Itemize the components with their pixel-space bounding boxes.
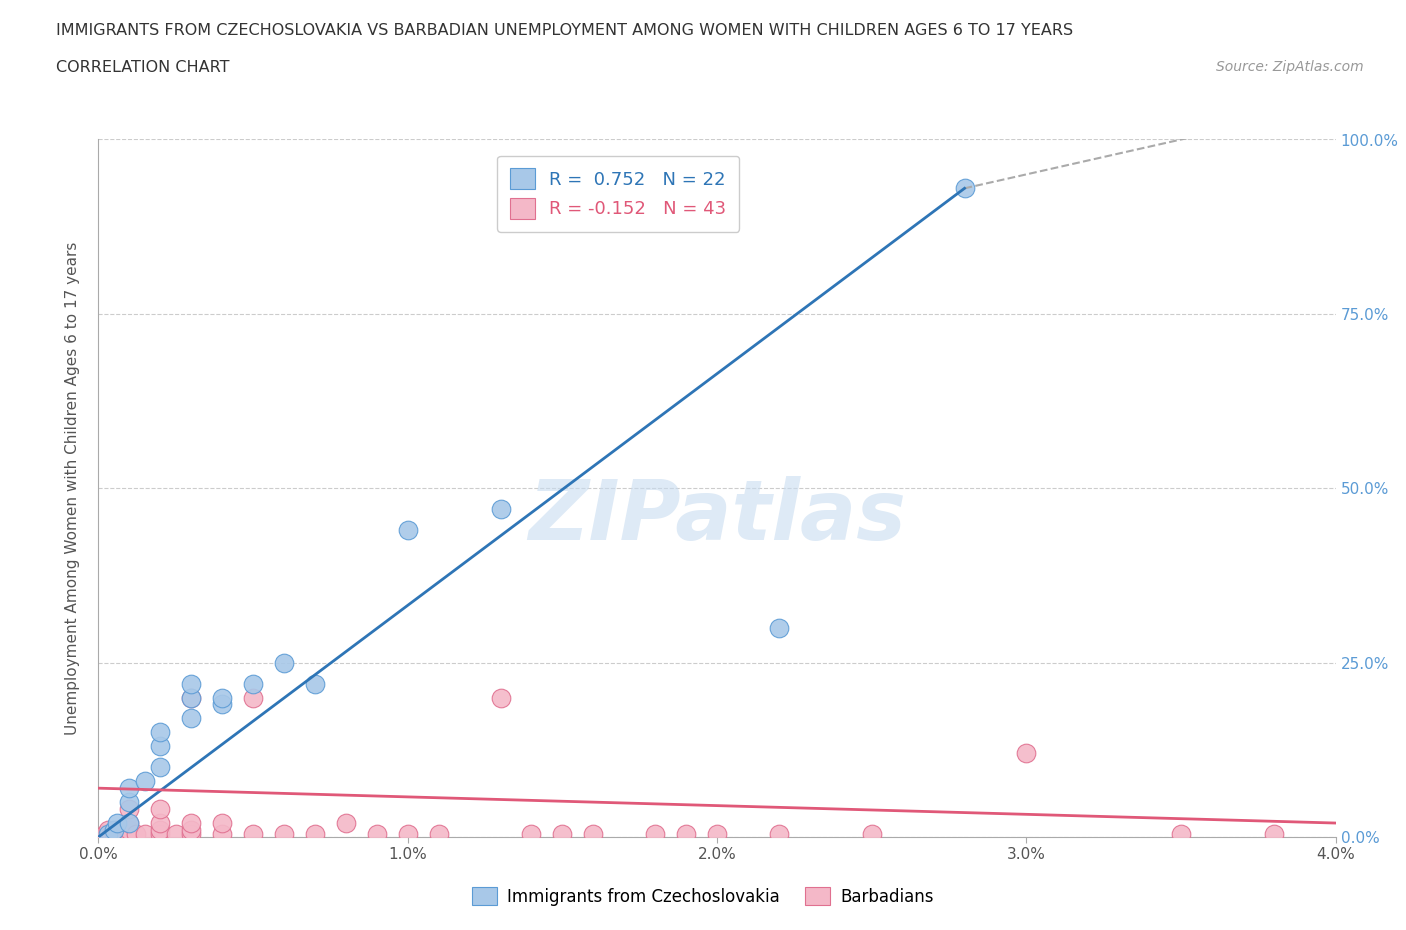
Legend: R =  0.752   N = 22, R = -0.152   N = 43: R = 0.752 N = 22, R = -0.152 N = 43 [496, 155, 740, 232]
Point [180, 826, 202, 841]
Point [149, 826, 172, 841]
Point [860, 826, 883, 841]
Point [304, 676, 326, 691]
Point [103, 826, 125, 841]
Point [211, 816, 233, 830]
Point [396, 826, 419, 841]
Text: Source: ZipAtlas.com: Source: ZipAtlas.com [1216, 60, 1364, 74]
Point [1263, 826, 1285, 841]
Point [93, 826, 115, 841]
Point [304, 826, 326, 841]
Point [644, 826, 666, 841]
Point [134, 774, 156, 789]
Point [118, 802, 141, 817]
Point [768, 826, 790, 841]
Point [489, 690, 512, 705]
Point [180, 676, 202, 691]
Point [551, 826, 574, 841]
Point [211, 690, 233, 705]
Point [118, 823, 141, 838]
Point [149, 760, 172, 775]
Point [97, 826, 120, 841]
Text: IMMIGRANTS FROM CZECHOSLOVAKIA VS BARBADIAN UNEMPLOYMENT AMONG WOMEN WITH CHILDR: IMMIGRANTS FROM CZECHOSLOVAKIA VS BARBAD… [56, 23, 1073, 38]
Point [211, 698, 233, 712]
Point [242, 676, 264, 691]
Point [675, 826, 697, 841]
Point [273, 656, 295, 671]
Point [427, 826, 450, 841]
Point [273, 826, 295, 841]
Text: CORRELATION CHART: CORRELATION CHART [56, 60, 229, 75]
Point [396, 523, 419, 538]
Y-axis label: Unemployment Among Women with Children Ages 6 to 17 years: Unemployment Among Women with Children A… [65, 242, 80, 735]
Point [118, 816, 141, 830]
Point [118, 816, 141, 830]
Point [149, 738, 172, 753]
Point [124, 826, 146, 841]
Point [165, 826, 187, 841]
Point [149, 816, 172, 830]
Point [103, 823, 125, 838]
Point [768, 620, 790, 635]
Point [149, 802, 172, 817]
Point [366, 826, 388, 841]
Legend: Immigrants from Czechoslovakia, Barbadians: Immigrants from Czechoslovakia, Barbadia… [465, 881, 941, 912]
Point [105, 816, 128, 830]
Point [489, 502, 512, 517]
Point [1170, 826, 1192, 841]
Point [582, 826, 605, 841]
Point [108, 826, 131, 841]
Point [100, 826, 122, 841]
Point [134, 826, 156, 841]
Point [118, 781, 141, 796]
Point [1015, 746, 1038, 761]
Point [118, 794, 141, 809]
Point [105, 823, 128, 838]
Point [180, 816, 202, 830]
Point [335, 816, 357, 830]
Point [149, 823, 172, 838]
Point [180, 690, 202, 705]
Point [180, 690, 202, 705]
Point [520, 826, 543, 841]
Point [953, 180, 976, 196]
Point [242, 690, 264, 705]
Point [242, 826, 264, 841]
Point [180, 711, 202, 725]
Point [118, 826, 141, 841]
Point [149, 725, 172, 740]
Text: ZIPatlas: ZIPatlas [529, 475, 905, 557]
Point [706, 826, 728, 841]
Point [180, 823, 202, 838]
Point [97, 823, 120, 838]
Point [211, 826, 233, 841]
